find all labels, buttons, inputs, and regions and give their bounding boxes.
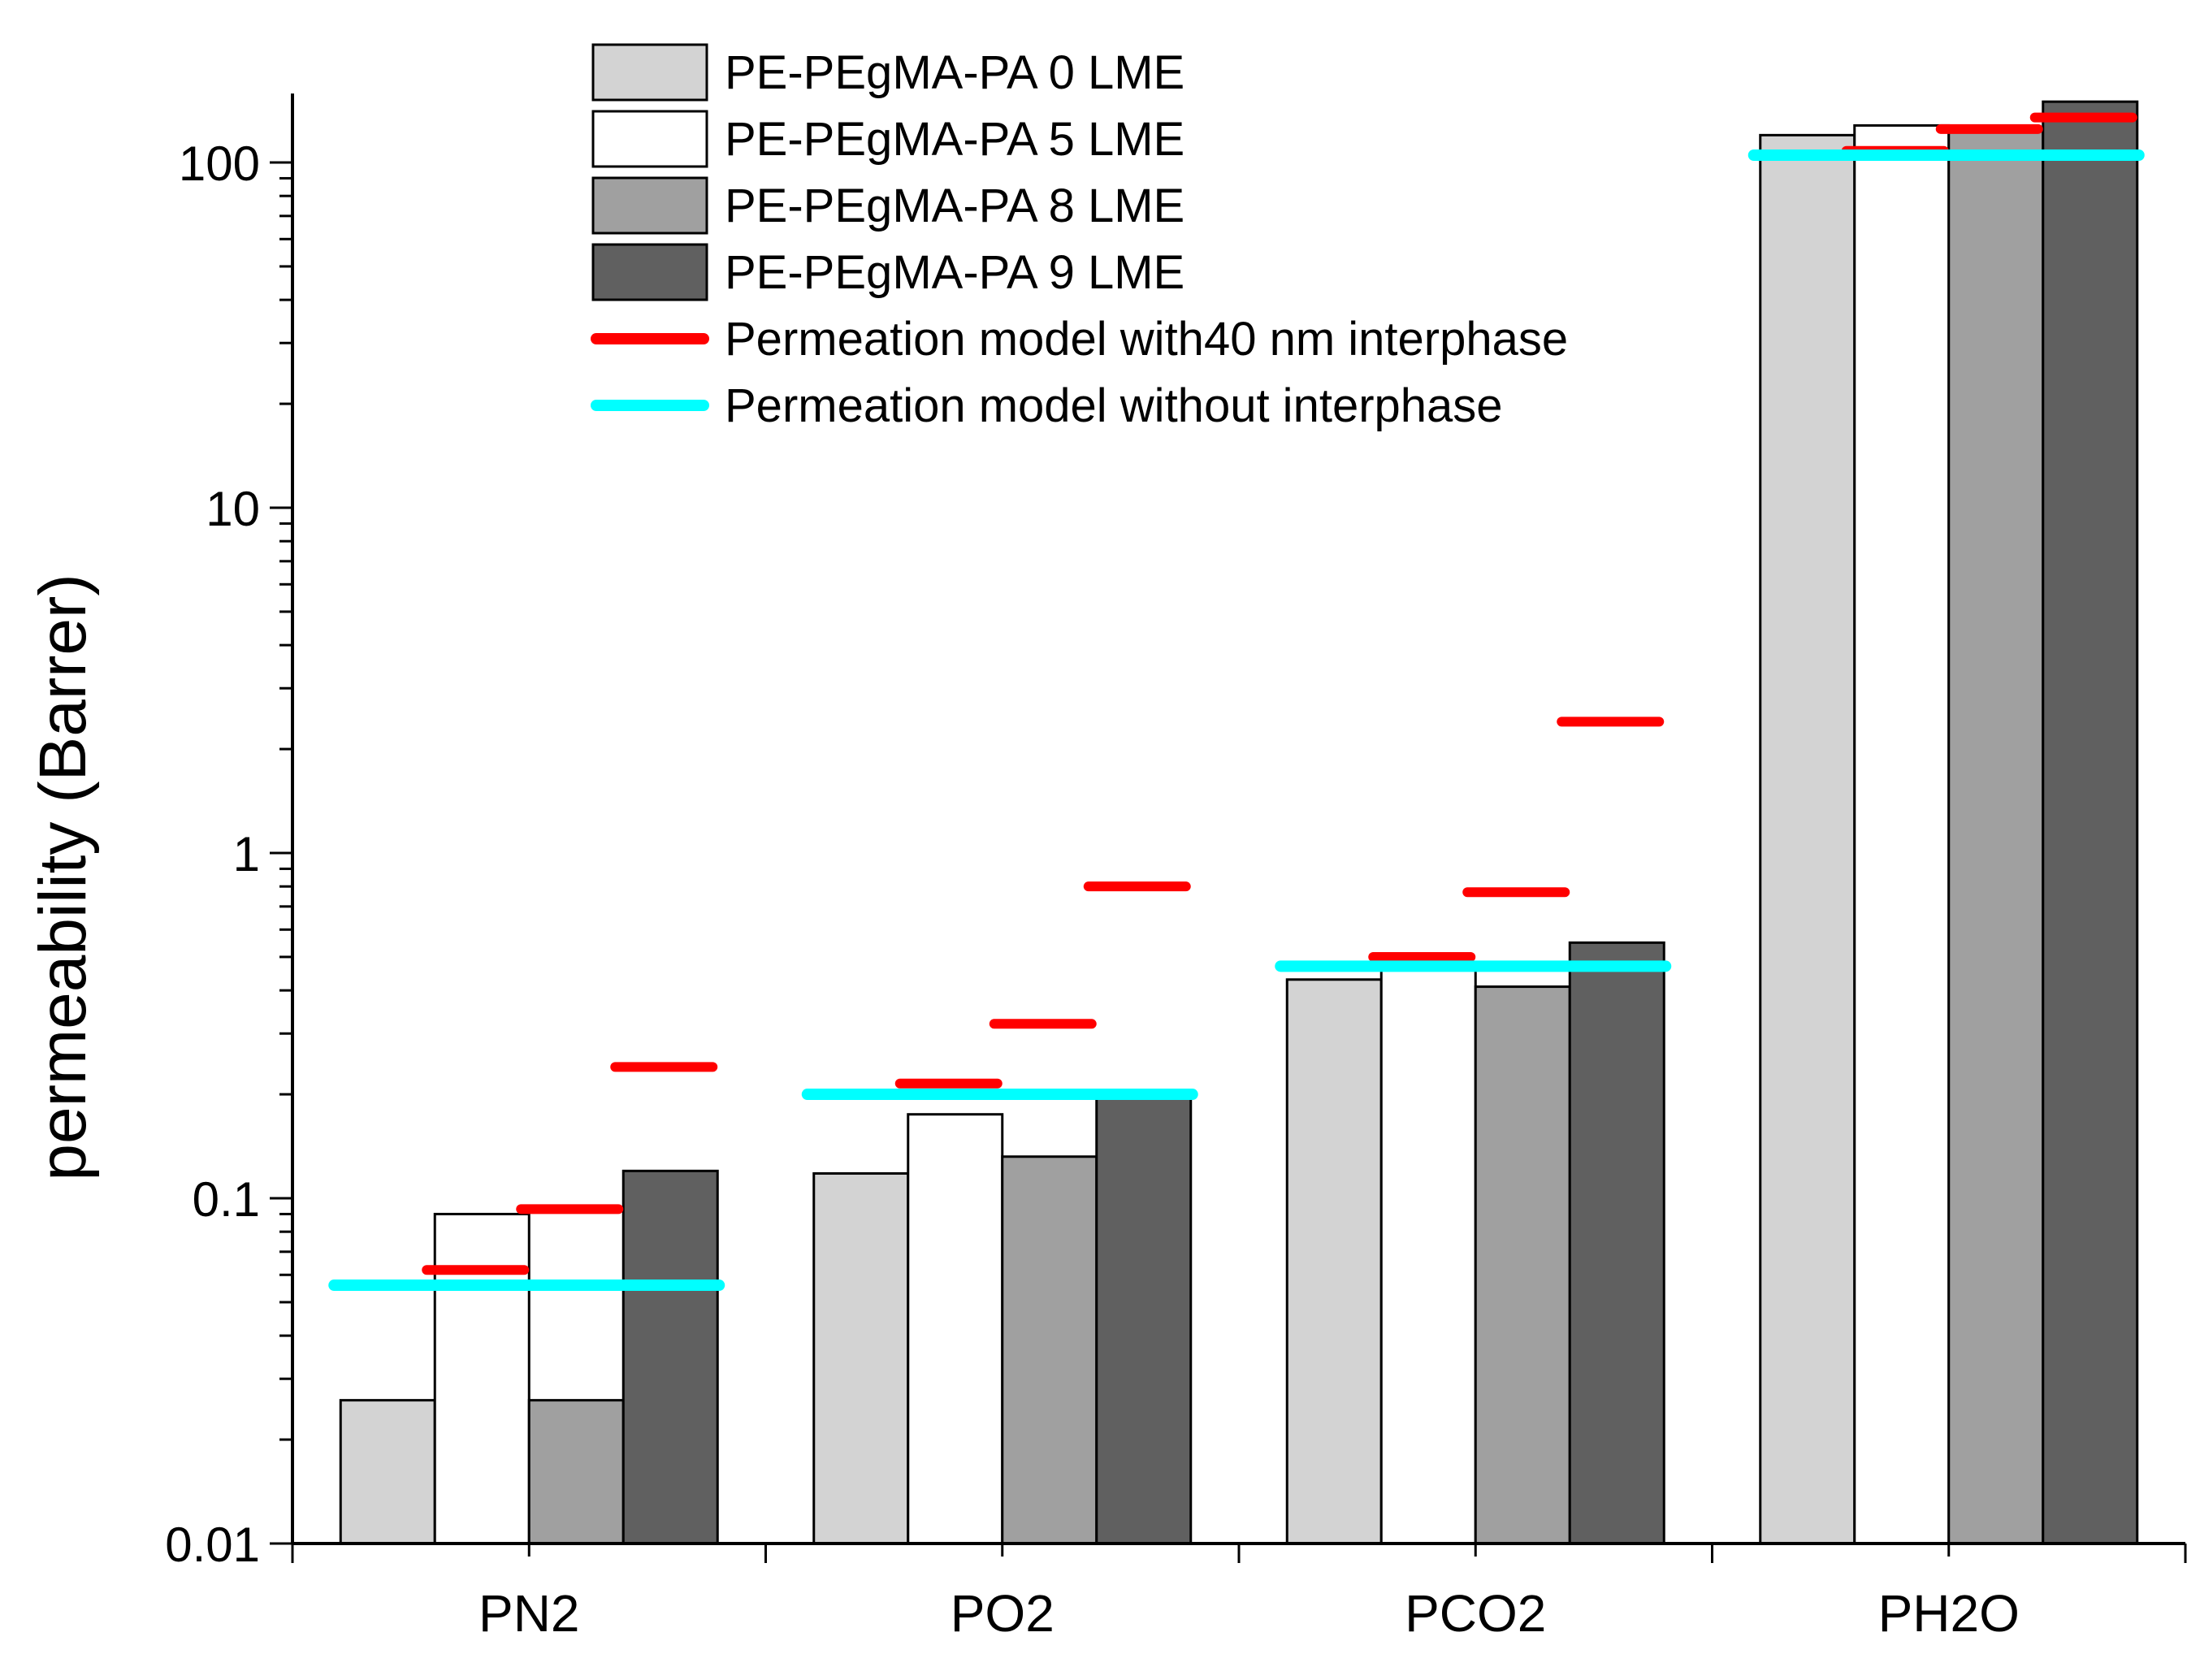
bars-layer [339,100,2139,1545]
x-tick-label-ph2o: PH2O [1878,1584,2020,1643]
bar-po2-series-2 [907,1113,1004,1545]
bar-pco2-series-4 [1568,941,1665,1545]
y-axis-label: permeability (Barrer) [26,574,100,1180]
y-tick-label: 0.01 [165,1518,260,1572]
legend: PE-PEgMA-PA 0 LME PE-PEgMA-PA 5 LME PE-PEg… [591,43,1568,432]
legend-label-3: PE-PEgMA-PA 8 LME [725,180,1184,232]
axes-layer: 0.01 0.1 1 10 100 PN2 PO2 PCO2 PH2O [165,93,2187,1643]
legend-label-1: PE-PEgMA-PA 0 LME [725,46,1184,99]
bar-ph2o-series-3 [1947,128,2045,1545]
legend-swatch-4 [591,243,708,301]
bar-pn2-series-4 [621,1169,719,1545]
bar-po2-series-3 [1001,1155,1098,1545]
bar-po2-series-4 [1095,1093,1193,1545]
bar-pn2-series-2 [433,1212,531,1545]
bar-pn2-series-1 [339,1399,436,1545]
bar-ph2o-series-2 [1853,123,1951,1545]
legend-label-4: PE-PEgMA-PA 9 LME [725,246,1184,299]
x-tick-label-po2: PO2 [951,1584,1055,1643]
legend-swatch-1 [591,43,708,102]
legend-label-6: Permeation model without interphase [725,379,1503,432]
legend-label-2: PE-PEgMA-PA 5 LME [725,113,1184,166]
x-tick-label-pco2: PCO2 [1405,1584,1546,1643]
legend-label-5: Permeation model with40 nm interphase [725,313,1568,366]
x-tick-label-pn2: PN2 [479,1584,580,1643]
y-tick-label: 100 [179,136,260,191]
bar-ph2o-series-4 [2042,100,2139,1545]
bar-ph2o-series-1 [1759,133,1856,1545]
legend-swatch-3 [591,176,708,235]
y-tick-label: 0.1 [193,1172,260,1227]
bar-po2-series-1 [812,1171,910,1545]
legend-swatch-2 [591,110,708,168]
bar-pco2-series-1 [1285,978,1383,1545]
bar-pn2-series-3 [527,1399,625,1545]
y-tick-label: 1 [233,827,260,881]
bar-pco2-series-3 [1474,985,1571,1545]
y-tick-label: 10 [206,482,260,536]
model-lines-layer [328,112,2145,1292]
bar-pco2-series-2 [1379,961,1477,1545]
